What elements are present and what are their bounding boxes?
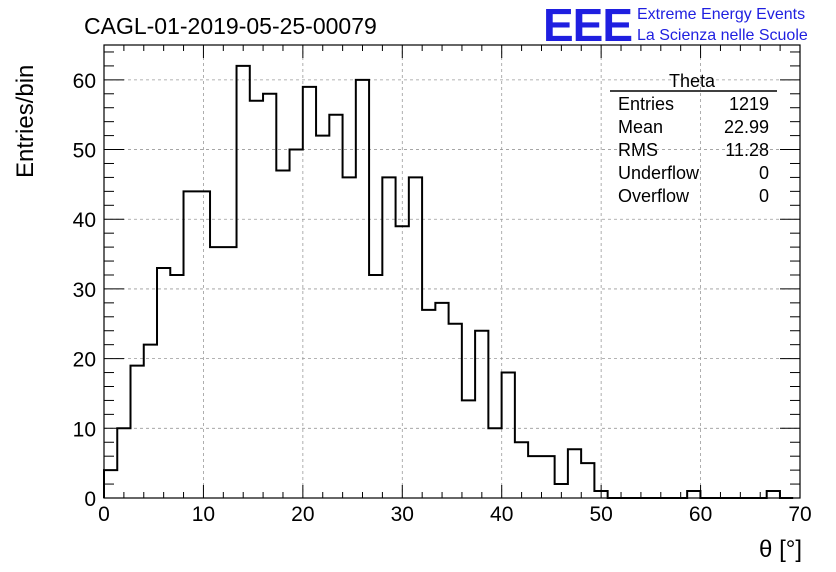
x-tick-label: 60 <box>689 503 712 526</box>
y-tick-label: 60 <box>73 70 96 93</box>
y-tick-label: 0 <box>84 488 96 511</box>
histogram-bin <box>290 150 303 498</box>
histogram-bin <box>237 66 250 498</box>
stats-row-label: Underflow <box>618 163 700 183</box>
histogram-bin <box>263 94 276 498</box>
stats-row-value: 1219 <box>729 94 769 114</box>
grid <box>104 45 800 498</box>
histogram-bin <box>449 324 462 498</box>
plot-frame <box>103 44 801 499</box>
histogram-bin <box>144 345 157 498</box>
histogram-bin <box>767 491 780 498</box>
histogram-series <box>103 64 794 499</box>
histogram-bin <box>528 456 541 498</box>
histogram-bin <box>541 456 554 498</box>
histogram-bin <box>343 177 356 498</box>
histogram-bin <box>502 373 515 498</box>
y-axis-label: Entries/bin <box>12 65 39 178</box>
histogram-bin <box>462 400 475 498</box>
x-axis-tick-labels: 0 10 20 30 40 50 60 70 <box>98 503 812 526</box>
histogram-bin <box>581 463 594 498</box>
chart-title: CAGL-01-2019-05-25-00079 <box>84 13 377 39</box>
histogram-bin <box>117 428 130 498</box>
histogram-bin <box>303 87 316 498</box>
axis-ticks <box>103 45 801 499</box>
x-axis-label: θ [°] <box>759 536 802 563</box>
y-tick-label: 20 <box>73 349 96 372</box>
x-tick-label: 50 <box>589 503 612 526</box>
histogram-bin <box>475 331 488 498</box>
histogram-bin <box>184 191 197 498</box>
histogram-bin <box>276 170 289 498</box>
stats-row-label: Mean <box>618 117 663 137</box>
histogram-bin <box>488 428 501 498</box>
stats-row-label: RMS <box>618 140 658 160</box>
stats-row-value: 22.99 <box>724 117 769 137</box>
histogram-bin <box>250 101 263 498</box>
histogram-bin <box>515 442 528 498</box>
histogram-bin <box>435 303 448 498</box>
y-tick-label: 10 <box>73 418 96 441</box>
y-tick-label: 50 <box>73 140 96 163</box>
stats-row-value: 0 <box>759 163 769 183</box>
histogram-bin <box>687 491 700 498</box>
histogram-bin <box>131 366 144 498</box>
stats-row-label: Entries <box>618 94 674 114</box>
histogram-bin <box>422 310 435 498</box>
histogram-bin <box>157 268 170 498</box>
eee-logo-line2: La Scienza nelle Scuole <box>637 27 808 44</box>
histogram-bin <box>369 275 382 498</box>
y-tick-label: 30 <box>73 279 96 302</box>
x-tick-label: 20 <box>291 503 314 526</box>
histogram-bin <box>316 136 329 498</box>
stats-box: Theta Entries 1219 Mean 22.99 RMS 11.28 Underf… <box>610 71 777 206</box>
histogram-bin <box>197 191 210 498</box>
stats-row-value: 0 <box>759 186 769 206</box>
stats-row-label: Overflow <box>618 186 690 206</box>
x-tick-label: 0 <box>98 503 110 526</box>
eee-logo-mark: EEE <box>543 0 632 51</box>
eee-logo: EEE Extreme Energy Events La Scienza nel… <box>543 0 808 51</box>
x-tick-label: 70 <box>788 503 811 526</box>
x-tick-label: 40 <box>490 503 513 526</box>
histogram-bin <box>382 177 395 498</box>
histogram-bin <box>356 80 369 498</box>
histogram-bin <box>170 275 183 498</box>
histogram-bin <box>223 247 236 498</box>
x-tick-label: 30 <box>391 503 414 526</box>
y-axis-tick-labels: 0 10 20 30 40 50 60 <box>73 70 96 511</box>
histogram-bin <box>329 115 342 498</box>
stats-row-value: 11.28 <box>725 140 769 160</box>
x-tick-label: 10 <box>192 503 215 526</box>
histogram-bin <box>568 449 581 498</box>
eee-logo-line1: Extreme Energy Events <box>637 6 805 23</box>
y-tick-label: 40 <box>73 209 96 232</box>
histogram-bin <box>409 177 422 498</box>
stats-rows: Entries 1219 Mean 22.99 RMS 11.28 Underflow 0 Ov… <box>618 94 769 206</box>
histogram-bin <box>210 247 223 498</box>
stats-title: Theta <box>669 71 716 91</box>
histogram-bin <box>396 226 409 498</box>
